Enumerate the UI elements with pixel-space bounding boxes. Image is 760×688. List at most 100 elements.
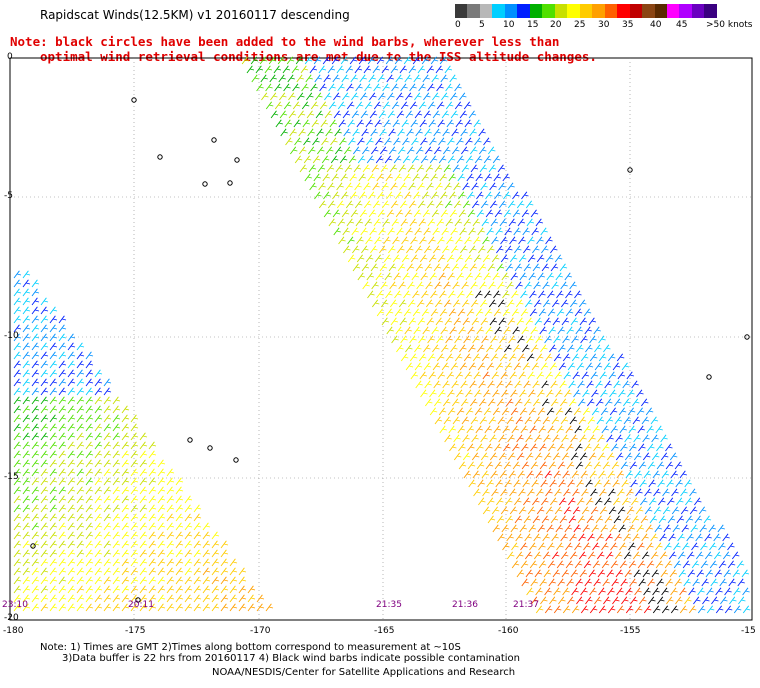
wind-barb	[256, 83, 264, 92]
wind-barb	[591, 524, 599, 533]
wind-barb	[451, 263, 460, 272]
wind-barb	[396, 227, 404, 236]
wind-barb	[626, 506, 635, 515]
wind-barb	[540, 344, 548, 353]
wind-barb	[31, 378, 40, 387]
wind-barb	[130, 576, 139, 585]
legend-tick-label: 30	[598, 20, 610, 30]
wind-barb	[709, 542, 717, 551]
wind-barb	[515, 551, 524, 560]
wind-barb	[543, 434, 551, 443]
wind-barb	[502, 173, 510, 182]
wind-barb	[449, 74, 457, 83]
wind-barb	[251, 74, 259, 83]
wind-barb	[435, 182, 443, 191]
wind-barb	[432, 110, 441, 119]
wind-barb	[506, 281, 514, 290]
wind-barb	[376, 308, 385, 317]
wind-barb	[588, 434, 596, 443]
wind-barb	[85, 405, 94, 414]
wind-barb	[463, 335, 471, 344]
wind-barb	[315, 110, 324, 119]
wind-barb	[435, 200, 444, 209]
wind-barb	[238, 567, 247, 576]
wind-barb	[480, 182, 488, 191]
wind-barb	[500, 371, 509, 380]
wind-barb	[148, 513, 157, 522]
wind-barb	[440, 191, 448, 200]
wind-barb	[364, 218, 373, 227]
wind-barb	[664, 542, 672, 551]
wind-barb	[385, 56, 394, 65]
wind-barb	[333, 92, 341, 101]
wind-barb	[582, 524, 590, 533]
wind-barb	[49, 423, 58, 432]
wind-barb	[526, 353, 535, 362]
wind-barb	[31, 315, 40, 324]
wind-barb	[13, 468, 22, 477]
wind-barb	[620, 578, 628, 587]
wind-barb	[549, 344, 557, 353]
wind-barb	[324, 110, 333, 119]
wind-barb	[502, 290, 510, 299]
wind-barb	[410, 236, 418, 245]
wind-barb	[589, 605, 598, 614]
wind-barb	[598, 353, 607, 362]
wind-barb	[112, 423, 121, 432]
wind-barb	[549, 362, 558, 371]
wind-barb	[427, 101, 436, 110]
wind-barb	[444, 182, 452, 191]
wind-barb	[517, 218, 526, 227]
legend-swatch	[467, 4, 480, 18]
wind-barb	[539, 443, 547, 452]
wind-barb	[741, 569, 750, 578]
wind-barb	[338, 119, 347, 128]
wind-barb	[398, 299, 407, 308]
wind-barb	[67, 594, 76, 603]
wind-barb	[148, 441, 157, 450]
wind-barb	[49, 522, 58, 531]
wind-barb	[530, 326, 538, 335]
wind-barb	[631, 515, 640, 524]
wind-barb	[655, 542, 663, 551]
wind-barb	[655, 560, 664, 569]
wind-barb	[556, 560, 565, 569]
wind-barb	[622, 380, 630, 389]
wind-barb	[393, 272, 401, 281]
wind-barb	[594, 479, 602, 488]
wind-barb	[148, 450, 157, 459]
wind-barb	[313, 56, 322, 65]
wind-barb	[408, 182, 416, 191]
wind-barb	[428, 236, 436, 245]
wind-barb	[40, 531, 49, 540]
wind-barb	[392, 119, 401, 128]
wind-barb	[519, 407, 528, 416]
wind-barb	[13, 450, 22, 459]
wind-barb	[520, 425, 528, 434]
wind-barb	[391, 335, 399, 344]
wind-barb	[497, 281, 505, 290]
wind-barb	[295, 56, 304, 65]
wind-barb	[514, 398, 523, 407]
legend-swatch	[654, 4, 667, 18]
wind-barb	[484, 425, 492, 434]
wind-barb	[22, 396, 31, 405]
wind-barb	[332, 209, 341, 218]
wind-barb	[669, 569, 678, 578]
wind-barb	[631, 497, 639, 506]
wind-barb	[604, 398, 613, 407]
wind-barb	[652, 587, 660, 596]
wind-barb	[368, 74, 376, 83]
wind-barb	[434, 299, 443, 308]
wind-barb	[277, 56, 286, 65]
wind-barb	[636, 524, 644, 533]
wind-barb	[565, 425, 573, 434]
wind-barb	[621, 596, 629, 605]
wind-barb	[530, 209, 539, 218]
wind-barb	[76, 567, 85, 576]
wind-barb	[175, 603, 184, 612]
wind-barb	[306, 92, 314, 101]
wind-barb	[489, 182, 497, 191]
wind-barb	[85, 531, 94, 540]
wind-barb	[509, 506, 518, 515]
